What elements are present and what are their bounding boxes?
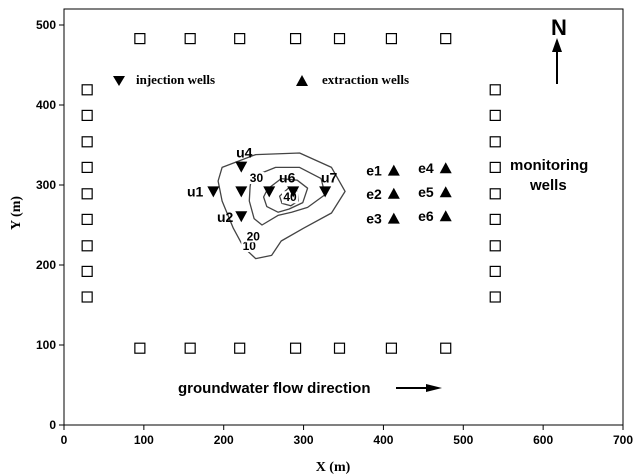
extraction-well-marker — [387, 212, 400, 224]
x-tick-label: 700 — [613, 433, 633, 447]
x-tick-label: 100 — [134, 433, 154, 447]
monitoring-well — [134, 32, 146, 45]
injection-well-marker — [235, 211, 248, 223]
extraction-well-label: e3 — [366, 211, 382, 227]
flow-direction-arrow-head — [426, 384, 442, 392]
injection-well-label: u7 — [321, 169, 338, 185]
monitoring-well — [81, 136, 93, 148]
extraction-well-label: e5 — [418, 184, 434, 200]
monitoring-well — [489, 161, 501, 173]
monitoring-well — [81, 188, 93, 200]
y-tick-label: 200 — [36, 258, 56, 272]
y-axis-label: Y (m) — [9, 196, 24, 230]
injection-well-marker — [235, 161, 248, 173]
injection-well-label: u2 — [217, 209, 234, 225]
monitoring-well — [134, 342, 146, 354]
monitoring-well — [234, 342, 246, 354]
monitoring-well — [489, 136, 501, 148]
monitoring-well — [333, 32, 346, 45]
monitoring-well — [289, 32, 302, 45]
y-tick-label: 300 — [36, 178, 56, 192]
extraction-well-label: e1 — [366, 163, 382, 179]
extraction-well-label: e2 — [366, 186, 382, 202]
monitoring-well — [385, 342, 398, 354]
monitoring-well — [184, 32, 196, 45]
north-arrow-head — [552, 38, 562, 52]
injection-legend-label: injection wells — [136, 72, 215, 87]
contour-label: 30 — [250, 171, 264, 185]
extraction-well-marker — [439, 186, 452, 198]
x-tick-label: 500 — [453, 433, 473, 447]
contour-label-bg — [245, 230, 262, 243]
y-tick-label: 0 — [49, 418, 56, 432]
contour-label: 20 — [247, 229, 261, 243]
injection-well-label: u6 — [279, 169, 296, 185]
monitoring-label-line1: monitoring — [510, 157, 588, 174]
injection-well-label: u1 — [187, 183, 204, 199]
extraction-well-marker — [387, 187, 400, 199]
y-tick-label: 100 — [36, 338, 56, 352]
x-tick-label: 200 — [214, 433, 234, 447]
monitoring-well — [489, 240, 501, 252]
monitoring-well — [489, 265, 501, 277]
injection-well-marker — [207, 186, 220, 198]
monitoring-well — [489, 213, 501, 225]
extraction-well-marker — [387, 164, 400, 176]
extraction-well-label: e6 — [418, 208, 434, 224]
contour-line-10 — [217, 152, 346, 260]
monitoring-well — [81, 240, 93, 252]
monitoring-well — [440, 342, 452, 354]
injection-well-marker — [235, 186, 248, 198]
injection-well-marker — [263, 186, 276, 198]
monitoring-well — [81, 161, 93, 173]
north-label: N — [551, 15, 567, 40]
extraction-legend-label: extraction wells — [322, 72, 409, 87]
monitoring-well — [81, 291, 93, 303]
label-layer: X (m) Y (m) injection wells extraction w… — [9, 15, 588, 475]
injection-well-label: u4 — [236, 145, 253, 161]
monitoring-well — [489, 188, 501, 200]
monitoring-well — [385, 32, 398, 45]
monitoring-well — [81, 265, 93, 277]
x-tick-label: 300 — [294, 433, 314, 447]
contour-label: 10 — [243, 239, 257, 253]
plot-frame — [63, 8, 624, 426]
axes: 0 100 200 300 400 500 600 700 0 100 200 300 400 500 — [36, 8, 633, 447]
extraction-legend-marker — [296, 75, 308, 86]
x-tick-label: 400 — [373, 433, 393, 447]
monitoring-well — [333, 342, 346, 354]
contour-line-20 — [248, 166, 326, 226]
well-layer: u1 u2 u4 u6 u7 e1 e2 e3 e4 e5 e6 — [187, 145, 452, 227]
extraction-well-label: e4 — [418, 160, 434, 176]
monitoring-well — [81, 213, 93, 225]
extraction-well-marker — [439, 162, 452, 174]
monitoring-well — [234, 32, 246, 45]
y-tick-label: 500 — [36, 18, 56, 32]
contour-label-bg — [248, 172, 265, 184]
injection-well-marker — [319, 186, 332, 198]
injection-well-marker — [287, 186, 300, 198]
injection-legend-marker — [113, 76, 125, 86]
y-tick-label: 400 — [36, 98, 56, 112]
monitoring-well — [184, 342, 196, 354]
flow-direction-label: groundwater flow direction — [178, 380, 371, 397]
x-tick-label: 0 — [61, 433, 68, 447]
monitoring-label-line2: wells — [529, 177, 567, 194]
monitoring-well — [489, 291, 501, 303]
contour-line-30 — [262, 177, 309, 213]
x-tick-label: 600 — [533, 433, 553, 447]
monitoring-well-layer — [81, 32, 501, 354]
x-axis-label: X (m) — [316, 460, 351, 475]
monitoring-well — [489, 109, 501, 122]
monitoring-well — [489, 84, 501, 96]
monitoring-well — [289, 342, 302, 354]
contour-label-bg — [241, 240, 258, 252]
monitoring-well — [81, 109, 93, 122]
monitoring-well — [440, 32, 452, 45]
monitoring-well — [81, 84, 93, 96]
extraction-well-marker — [439, 210, 452, 222]
